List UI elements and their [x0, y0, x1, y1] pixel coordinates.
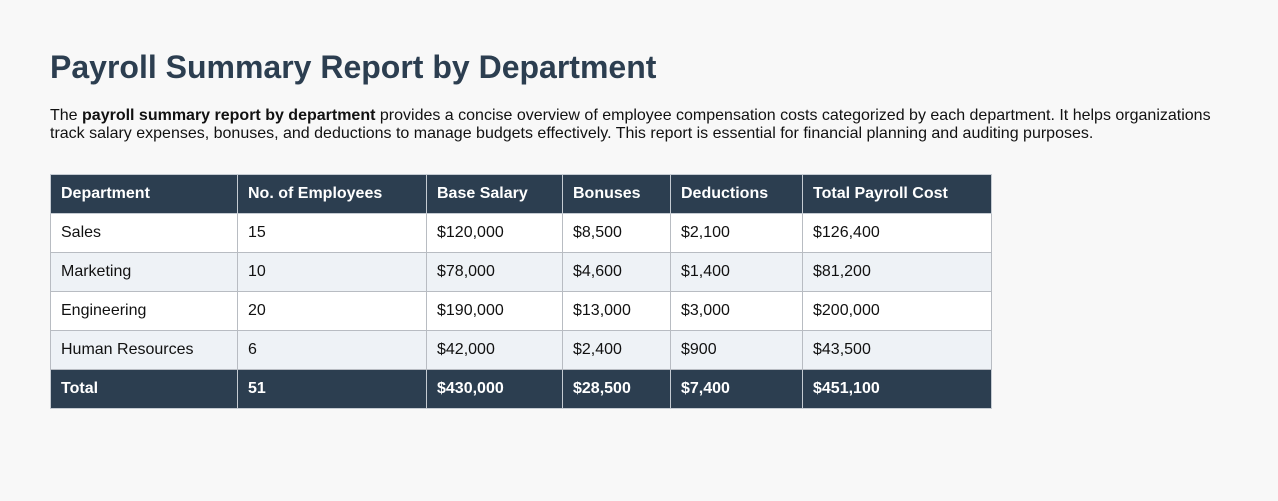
column-header-deductions: Deductions	[670, 174, 803, 214]
page-title: Payroll Summary Report by Department	[50, 49, 657, 85]
total-base-salary: $430,000	[426, 369, 563, 409]
cell-employees: 10	[237, 252, 427, 292]
column-header-employees: No. of Employees	[237, 174, 427, 214]
total-row: Total 51 $430,000 $28,500 $7,400 $451,10…	[50, 369, 992, 409]
cell-base-salary: $42,000	[426, 330, 563, 370]
cell-deductions: $1,400	[670, 252, 803, 292]
table-header: Department No. of Employees Base Salary …	[50, 174, 992, 214]
cell-deductions: $3,000	[670, 291, 803, 331]
cell-total-payroll-cost: $200,000	[802, 291, 992, 331]
cell-total-payroll-cost: $81,200	[802, 252, 992, 292]
cell-base-salary: $190,000	[426, 291, 563, 331]
table-row: Human Resources 6 $42,000 $2,400 $900 $4…	[50, 330, 992, 370]
payroll-table: Department No. of Employees Base Salary …	[50, 174, 992, 409]
cell-bonuses: $4,600	[562, 252, 671, 292]
total-employees: 51	[237, 369, 427, 409]
table-footer: Total 51 $430,000 $28,500 $7,400 $451,10…	[50, 369, 992, 409]
table-row: Marketing 10 $78,000 $4,600 $1,400 $81,2…	[50, 252, 992, 292]
description-emphasis: payroll summary report by department	[82, 107, 376, 124]
table-row: Sales 15 $120,000 $8,500 $2,100 $126,400	[50, 213, 992, 253]
column-header-bonuses: Bonuses	[562, 174, 671, 214]
total-label: Total	[50, 369, 238, 409]
description-prefix: The	[50, 107, 83, 124]
cell-department: Sales	[50, 213, 238, 253]
table-row: Engineering 20 $190,000 $13,000 $3,000 $…	[50, 291, 992, 331]
cell-total-payroll-cost: $43,500	[802, 330, 992, 370]
table-body: Sales 15 $120,000 $8,500 $2,100 $126,400…	[50, 213, 992, 370]
total-deductions: $7,400	[670, 369, 803, 409]
column-header-total-payroll-cost: Total Payroll Cost	[802, 174, 992, 214]
cell-base-salary: $120,000	[426, 213, 563, 253]
cell-employees: 20	[237, 291, 427, 331]
cell-employees: 6	[237, 330, 427, 370]
cell-department: Human Resources	[50, 330, 238, 370]
report-description: The payroll summary report by department…	[50, 107, 1225, 143]
total-payroll-cost: $451,100	[802, 369, 992, 409]
total-bonuses: $28,500	[562, 369, 671, 409]
cell-bonuses: $2,400	[562, 330, 671, 370]
cell-bonuses: $8,500	[562, 213, 671, 253]
cell-bonuses: $13,000	[562, 291, 671, 331]
cell-department: Engineering	[50, 291, 238, 331]
column-header-department: Department	[50, 174, 238, 214]
header-row: Department No. of Employees Base Salary …	[50, 174, 992, 214]
cell-deductions: $2,100	[670, 213, 803, 253]
cell-deductions: $900	[670, 330, 803, 370]
cell-employees: 15	[237, 213, 427, 253]
cell-total-payroll-cost: $126,400	[802, 213, 992, 253]
column-header-base-salary: Base Salary	[426, 174, 563, 214]
cell-department: Marketing	[50, 252, 238, 292]
description-suffix: provides a concise overview of employee …	[50, 107, 1211, 142]
cell-base-salary: $78,000	[426, 252, 563, 292]
